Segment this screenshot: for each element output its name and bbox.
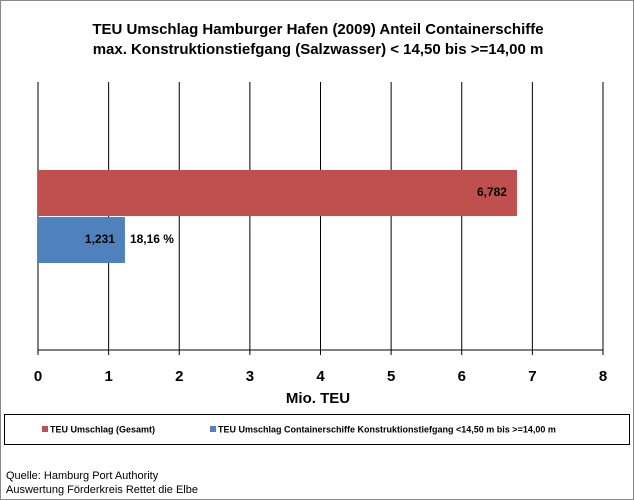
- annotation: 18,16 %: [130, 232, 174, 246]
- chart-title: max. Konstruktionstiefgang (Salzwasser) …: [93, 41, 544, 58]
- legend-swatch: [42, 426, 48, 432]
- x-tick-label: 8: [599, 368, 607, 385]
- legend-label: TEU Umschlag (Gesamt): [50, 424, 155, 434]
- legend-swatch: [210, 426, 216, 432]
- source-text: Auswertung Förderkreis Rettet die Elbe: [6, 484, 198, 496]
- x-tick-label: 7: [528, 368, 536, 385]
- legend-box: [4, 414, 630, 445]
- x-tick-label: 5: [387, 368, 395, 385]
- source-text: Quelle: Hamburg Port Authority: [6, 470, 159, 482]
- legend-label: TEU Umschlag Containerschiffe Konstrukti…: [218, 424, 556, 434]
- x-tick-label: 2: [175, 368, 183, 385]
- x-tick-label: 1: [104, 368, 112, 385]
- data-label: 1,231: [85, 232, 115, 246]
- bar: [38, 170, 517, 216]
- data-label: 6,782: [477, 185, 507, 199]
- chart-title: TEU Umschlag Hamburger Hafen (2009) Ante…: [92, 21, 543, 38]
- x-tick-label: 6: [458, 368, 466, 385]
- x-axis-label: Mio. TEU: [286, 390, 350, 407]
- x-tick-label: 0: [34, 368, 42, 385]
- bar: [38, 217, 125, 263]
- x-tick-label: 4: [316, 368, 325, 385]
- x-tick-label: 3: [246, 368, 254, 385]
